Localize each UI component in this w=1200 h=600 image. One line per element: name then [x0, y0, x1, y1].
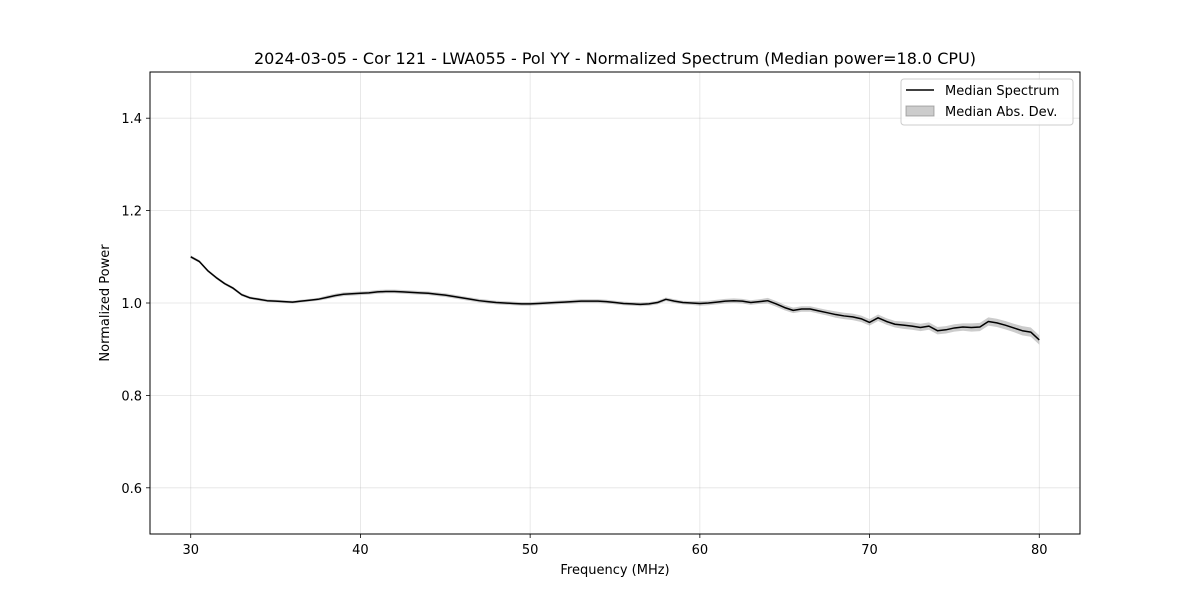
legend-box	[900, 78, 1074, 126]
y-axis: 0.6 0.8 1.0 1.2 1.4	[121, 112, 150, 497]
x-axis: 30 40 50 60 70 80	[182, 534, 1048, 558]
legend: Median Spectrum Median Abs. Dev.	[900, 78, 1074, 126]
legend-median-label: Median Spectrum	[945, 84, 1059, 99]
x-tick-label: 30	[182, 543, 199, 558]
x-tick-label: 70	[861, 543, 878, 558]
y-tick-label: 1.0	[121, 297, 142, 312]
y-axis-label: Normalized Power	[98, 244, 113, 362]
x-tick-label: 60	[692, 543, 709, 558]
legend-mad-swatch	[905, 105, 935, 117]
x-tick-label: 40	[352, 543, 369, 558]
y-tick-label: 1.4	[121, 112, 142, 127]
median-line-layer	[190, 256, 1040, 341]
x-tick-label: 50	[522, 543, 539, 558]
chart-title: 2024-03-05 - Cor 121 - LWA055 - Pol YY -…	[254, 49, 976, 68]
legend-mad-label: Median Abs. Dev.	[945, 105, 1057, 120]
y-tick-label: 0.6	[121, 482, 142, 497]
y-tick-label: 1.2	[121, 205, 142, 220]
y-tick-label: 0.8	[121, 389, 142, 404]
median-spectrum-line	[190, 256, 1040, 341]
x-axis-label: Frequency (MHz)	[560, 563, 669, 578]
x-tick-label: 80	[1031, 543, 1048, 558]
